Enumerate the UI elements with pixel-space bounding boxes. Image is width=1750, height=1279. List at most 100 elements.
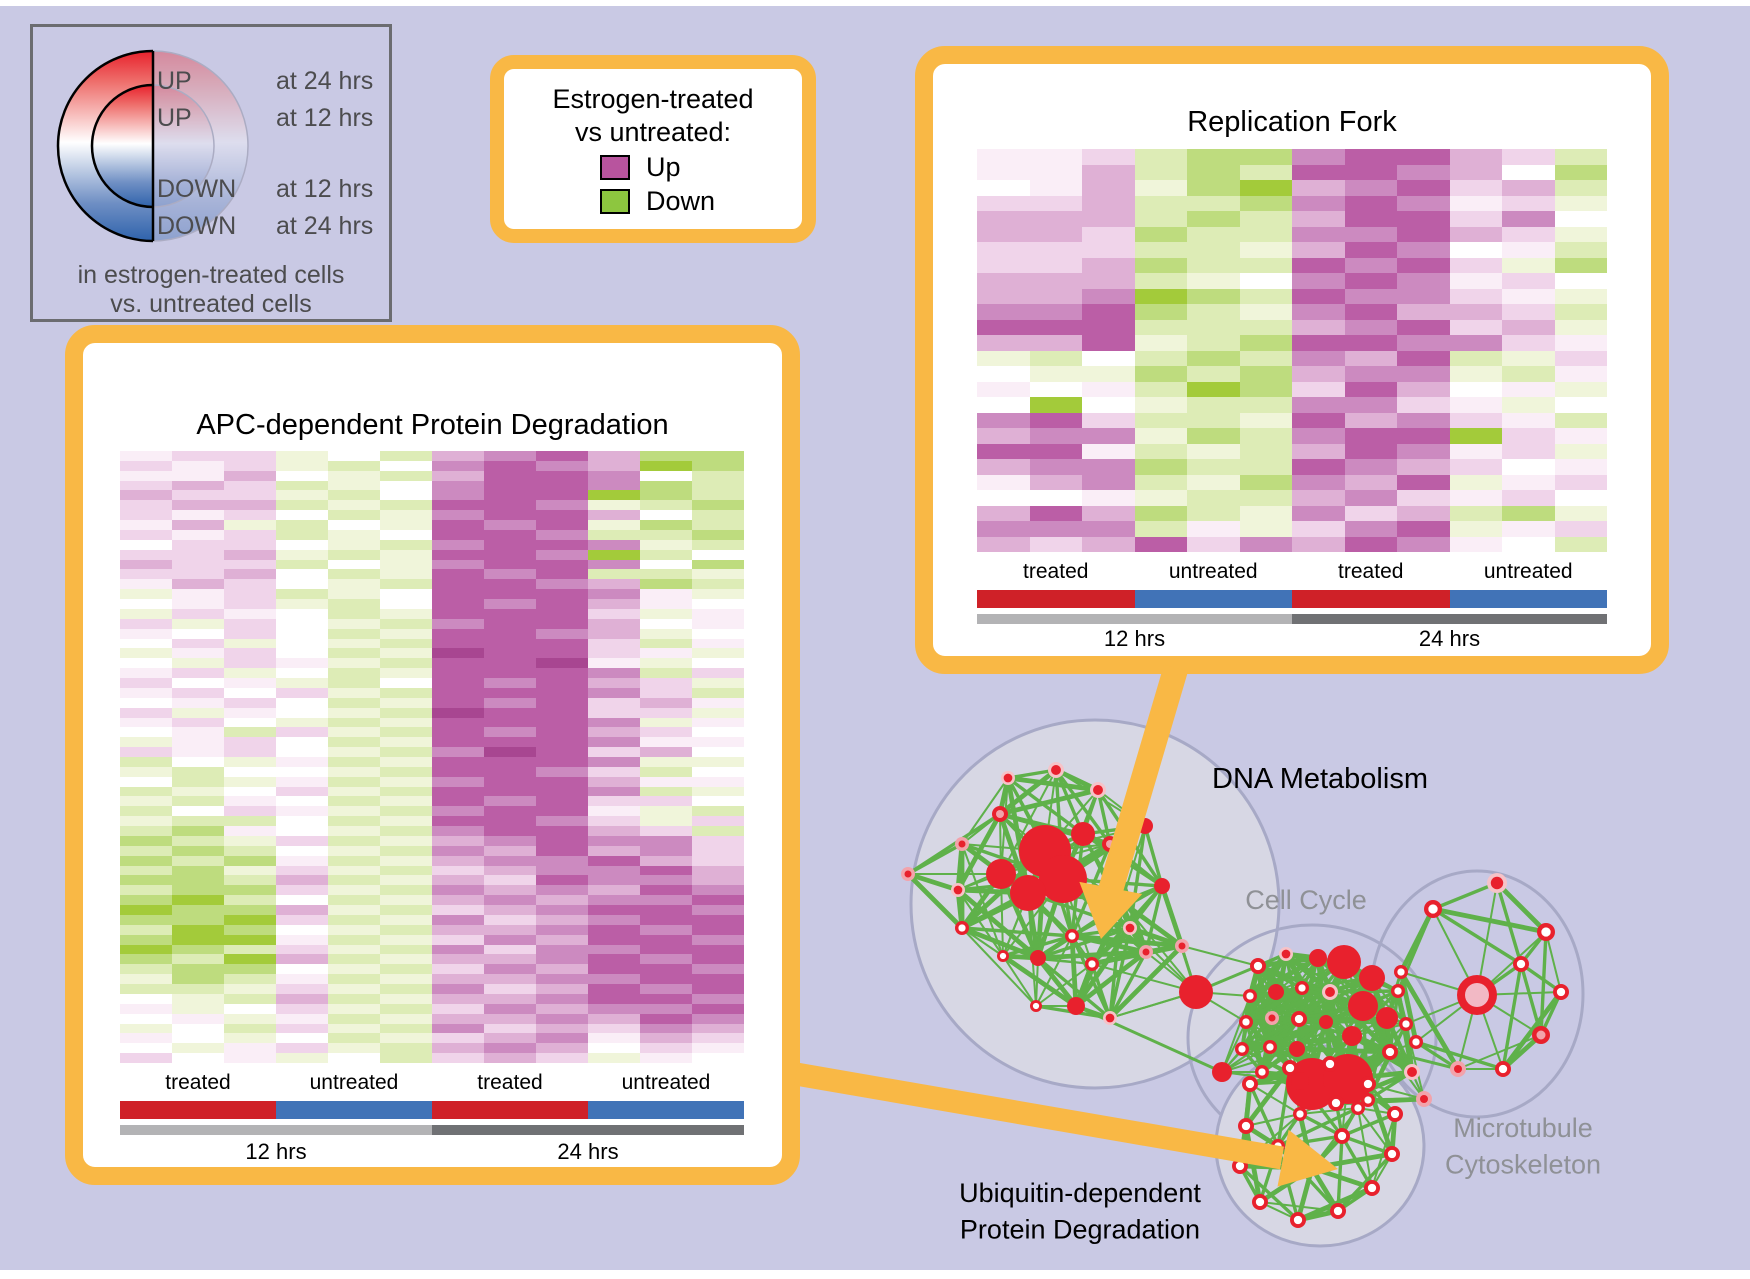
network-edge (907, 842, 963, 876)
heat-cell (432, 865, 484, 876)
gene-node-center (1266, 1043, 1274, 1051)
heat-cell (1029, 505, 1082, 521)
heat-cell (1397, 335, 1450, 351)
heat-cell (536, 1003, 588, 1014)
heat-cell (588, 668, 640, 679)
network-edge (961, 925, 1039, 961)
heat-cell (1344, 474, 1397, 490)
network-edge (1405, 1023, 1425, 1100)
heat-cell (588, 529, 640, 540)
heat-cell (588, 608, 640, 619)
heat-cell (328, 569, 380, 580)
apc-hour-bar (120, 1125, 744, 1135)
heat-cell (1292, 397, 1345, 413)
gene-node (1268, 984, 1284, 1000)
heat-cell (536, 944, 588, 955)
heat-cell (120, 776, 172, 787)
heat-cell (432, 1053, 484, 1063)
heat-cell (1029, 443, 1082, 459)
heat-cell (1397, 211, 1450, 227)
heat-cell (432, 786, 484, 797)
heat-cell (1082, 505, 1135, 521)
network-edge (1075, 1004, 1223, 1074)
heat-cell (692, 895, 744, 906)
heat-cell (172, 855, 224, 866)
heat-cell (484, 796, 536, 807)
network-edge (1002, 934, 1073, 958)
heat-cell (432, 559, 484, 570)
apc-group-labels: treated untreated treated untreated (120, 1071, 744, 1097)
heat-cell (484, 618, 536, 629)
heat-cell (536, 510, 588, 521)
heat-cell (1344, 521, 1397, 537)
heat-cell (224, 539, 276, 550)
apc-to-ubiq-arrow-head (1277, 1129, 1338, 1187)
heat-cell (1502, 304, 1555, 320)
heat-cell (1029, 149, 1082, 165)
heat-cell (1292, 180, 1345, 196)
heat-cell (640, 924, 692, 935)
heat-cell (1292, 319, 1345, 335)
heat-cell (432, 589, 484, 600)
heat-cell (1397, 366, 1450, 382)
heat-cell (1187, 412, 1240, 428)
heat-cell (276, 638, 328, 649)
heat-cell (692, 608, 744, 619)
heat-cell (432, 727, 484, 738)
heat-cell (640, 993, 692, 1004)
heat-cell (120, 865, 172, 876)
heat-cell (1029, 350, 1082, 366)
heat-cell (276, 697, 328, 708)
heat-cell (640, 905, 692, 915)
heat-cell (1502, 257, 1555, 273)
heat-cell (1292, 257, 1345, 273)
estrogen-legend-title-line1: Estrogen-treated (552, 84, 754, 114)
heat-cell (1082, 474, 1135, 490)
heat-cell (172, 529, 224, 540)
heat-cell (977, 521, 1030, 537)
gene-node-center (1246, 992, 1254, 1000)
heat-cell (588, 845, 640, 856)
heat-cell (1187, 397, 1240, 413)
network-edge (1006, 776, 1085, 836)
gene-node-center (1293, 1215, 1303, 1225)
gene-node-center (1253, 961, 1263, 971)
heat-cell (1187, 350, 1240, 366)
heat-cell (1029, 304, 1082, 320)
heat-cell (692, 1023, 744, 1034)
heat-cell (640, 865, 692, 876)
heat-cell (1449, 257, 1502, 273)
group-label: 24 hrs (1418, 626, 1481, 651)
heat-cell (588, 993, 640, 1004)
heat-cell (640, 618, 692, 629)
down-swatch (600, 189, 630, 214)
heat-cell (977, 428, 1030, 444)
network-edge (1457, 1034, 1542, 1070)
heat-cell (120, 510, 172, 521)
heat-cell (1239, 397, 1292, 413)
heat-cell (1187, 428, 1240, 444)
heat-cell (1187, 195, 1240, 211)
heat-cell (588, 1013, 640, 1024)
heat-cell (276, 717, 328, 728)
heat-cell (224, 638, 276, 649)
heat-cell (692, 707, 744, 718)
heat-cell (1029, 536, 1082, 552)
heat-cell (640, 1053, 692, 1063)
heat-cell (1449, 490, 1502, 506)
heat-cell (120, 786, 172, 797)
heat-cell (224, 480, 276, 491)
heat-cell (328, 776, 380, 787)
heat-cell (432, 470, 484, 481)
heat-cell (977, 180, 1030, 196)
heat-cell (172, 816, 224, 827)
heat-cell (224, 786, 276, 797)
heat-cell (120, 480, 172, 491)
cluster-label-dna: DNA Metabolism (1212, 763, 1428, 795)
apc-heatmap-panel: APC-dependent Protein Degradation treate… (65, 325, 800, 1185)
heat-cell (1344, 536, 1397, 552)
heat-cell (484, 608, 536, 619)
heat-cell (1502, 397, 1555, 413)
heat-cell (588, 707, 640, 718)
heat-cell (536, 549, 588, 560)
